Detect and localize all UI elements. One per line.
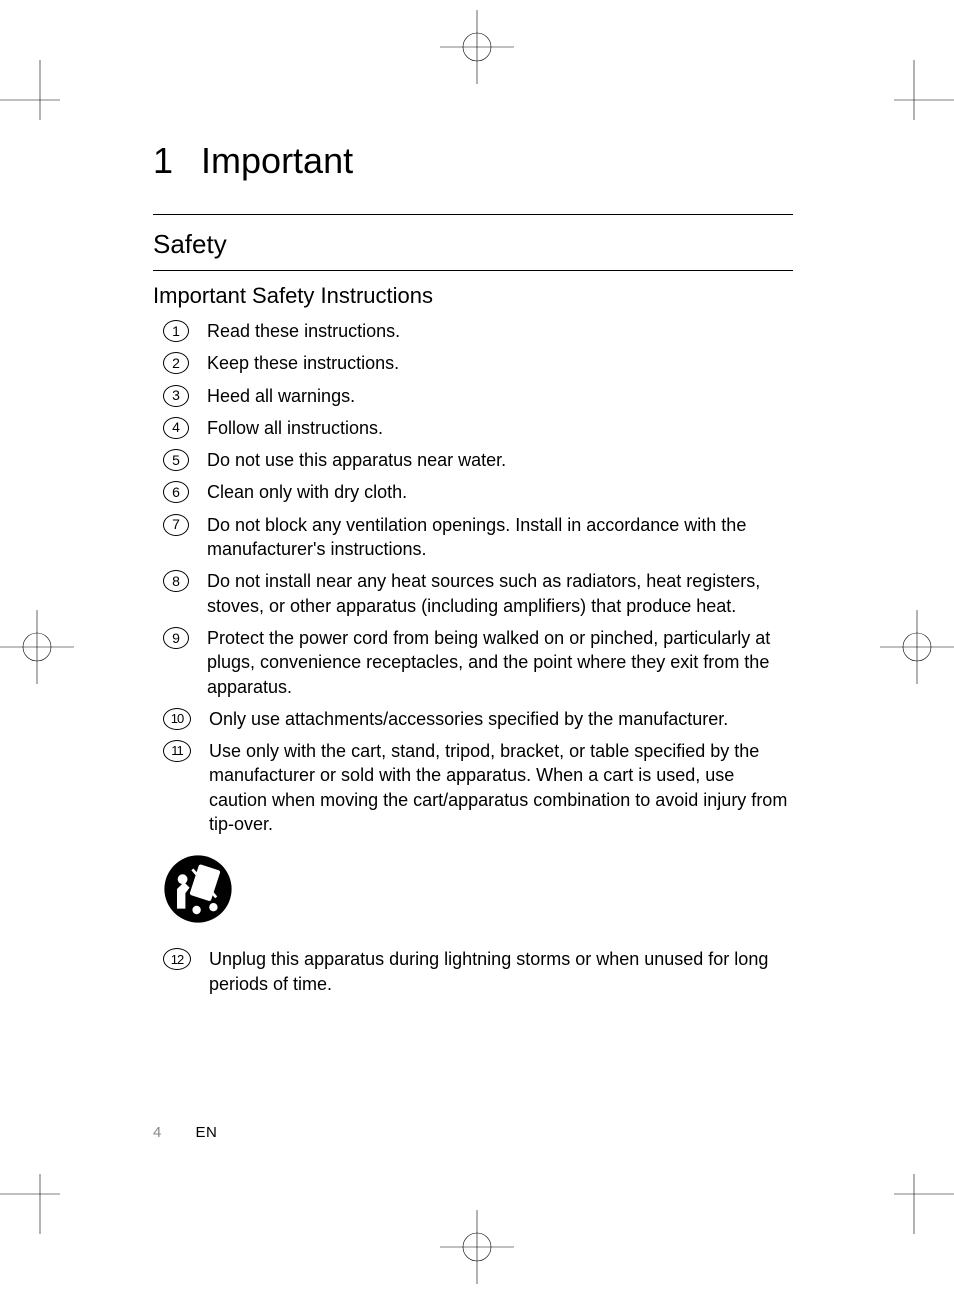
instruction-text: Protect the power cord from being walked…	[207, 626, 793, 699]
circled-number-icon: 9	[163, 627, 189, 649]
instruction-text: Only use attachments/accessories specifi…	[209, 707, 793, 731]
instruction-item: 4 Follow all instructions.	[163, 416, 793, 440]
instruction-item: 2 Keep these instructions.	[163, 351, 793, 375]
chapter-title: 1 Important	[153, 140, 793, 182]
circled-number-icon: 5	[163, 449, 189, 471]
circled-number-icon: 4	[163, 417, 189, 439]
circled-number-icon: 6	[163, 481, 189, 503]
instruction-item: 3 Heed all warnings.	[163, 384, 793, 408]
instruction-text: Use only with the cart, stand, tripod, b…	[209, 739, 793, 836]
page-footer: 4 EN	[153, 1124, 217, 1141]
instruction-item: 5 Do not use this apparatus near water.	[163, 448, 793, 472]
instruction-list-cont: 12 Unplug this apparatus during lightnin…	[163, 947, 793, 996]
instruction-item: 12 Unplug this apparatus during lightnin…	[163, 947, 793, 996]
circled-number-icon: 11	[163, 740, 191, 762]
instruction-text: Do not install near any heat sources suc…	[207, 569, 793, 618]
page-content: 1 Important Safety Important Safety Instr…	[153, 140, 793, 1004]
instruction-item: 7 Do not block any ventilation openings.…	[163, 513, 793, 562]
circled-number-icon: 1	[163, 320, 189, 342]
language-code: EN	[196, 1124, 218, 1141]
instruction-text: Do not use this apparatus near water.	[207, 448, 793, 472]
cart-tipover-warning-icon	[163, 854, 793, 929]
instruction-list: 1 Read these instructions. 2 Keep these …	[163, 319, 793, 836]
section-title: Safety	[153, 229, 793, 260]
instruction-text: Read these instructions.	[207, 319, 793, 343]
circled-number-icon: 12	[163, 948, 191, 970]
instruction-item: 1 Read these instructions.	[163, 319, 793, 343]
circled-number-icon: 10	[163, 708, 191, 730]
instruction-text: Clean only with dry cloth.	[207, 480, 793, 504]
chapter-title-text: Important	[201, 140, 353, 181]
instruction-item: 9 Protect the power cord from being walk…	[163, 626, 793, 699]
circled-number-icon: 3	[163, 385, 189, 407]
instruction-text: Do not block any ventilation openings. I…	[207, 513, 793, 562]
instruction-text: Heed all warnings.	[207, 384, 793, 408]
circled-number-icon: 2	[163, 352, 189, 374]
instruction-text: Keep these instructions.	[207, 351, 793, 375]
instruction-item: 11 Use only with the cart, stand, tripod…	[163, 739, 793, 836]
instruction-text: Follow all instructions.	[207, 416, 793, 440]
rule-mid	[153, 270, 793, 271]
instruction-item: 10 Only use attachments/accessories spec…	[163, 707, 793, 731]
instruction-item: 8 Do not install near any heat sources s…	[163, 569, 793, 618]
chapter-number: 1	[153, 140, 173, 181]
subsection-title: Important Safety Instructions	[153, 283, 793, 309]
instruction-item: 6 Clean only with dry cloth.	[163, 480, 793, 504]
instruction-text: Unplug this apparatus during lightning s…	[209, 947, 793, 996]
rule-top	[153, 214, 793, 215]
circled-number-icon: 7	[163, 514, 189, 536]
circled-number-icon: 8	[163, 570, 189, 592]
page-number: 4	[153, 1124, 161, 1141]
